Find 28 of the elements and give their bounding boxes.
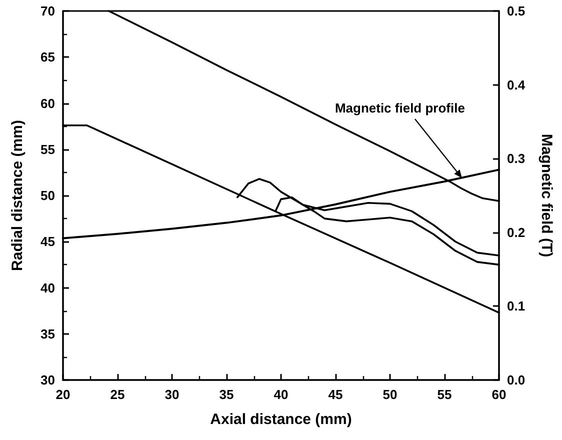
x-axis-title: Axial distance (mm) [210,411,352,428]
y-tick-label: 70 [40,4,55,18]
x-tick-label: 25 [110,387,125,402]
y-tick-label: 60 [40,96,55,111]
y-tick-label: 40 [40,280,55,296]
y-tick-label: 35 [40,326,55,342]
x-tick-label: 55 [437,387,452,402]
y2-tick-label: 0.2 [507,224,526,240]
x-tick-label: 30 [164,387,180,402]
y2-tick-label: 0.1 [507,298,526,314]
y-axis-title: Radial distance (mm) [9,120,26,271]
y-tick-label: 50 [40,188,55,203]
x-tick-label: 50 [382,387,398,402]
y2-tick-label: 0.3 [507,151,526,166]
x-tick-label: 35 [219,387,234,402]
x-tick-label: 40 [274,387,288,402]
x-tick-label: 20 [56,387,70,402]
annotation: Magnetic field profile [334,100,465,116]
y-tick-label: 65 [40,50,55,65]
x-tick-label: 60 [492,387,506,402]
y-tick-label: 30 [40,372,55,388]
y2-tick-label: 0.4 [507,77,526,92]
y2-axis-title: Magnetic field (T) [538,134,555,258]
y2-tick-label: 0.5 [507,4,526,18]
y2-tick-label: 0.0 [507,372,526,388]
x-tick-label: 45 [328,387,343,402]
y-tick-label: 55 [40,142,55,157]
y-tick-label: 45 [40,234,55,250]
